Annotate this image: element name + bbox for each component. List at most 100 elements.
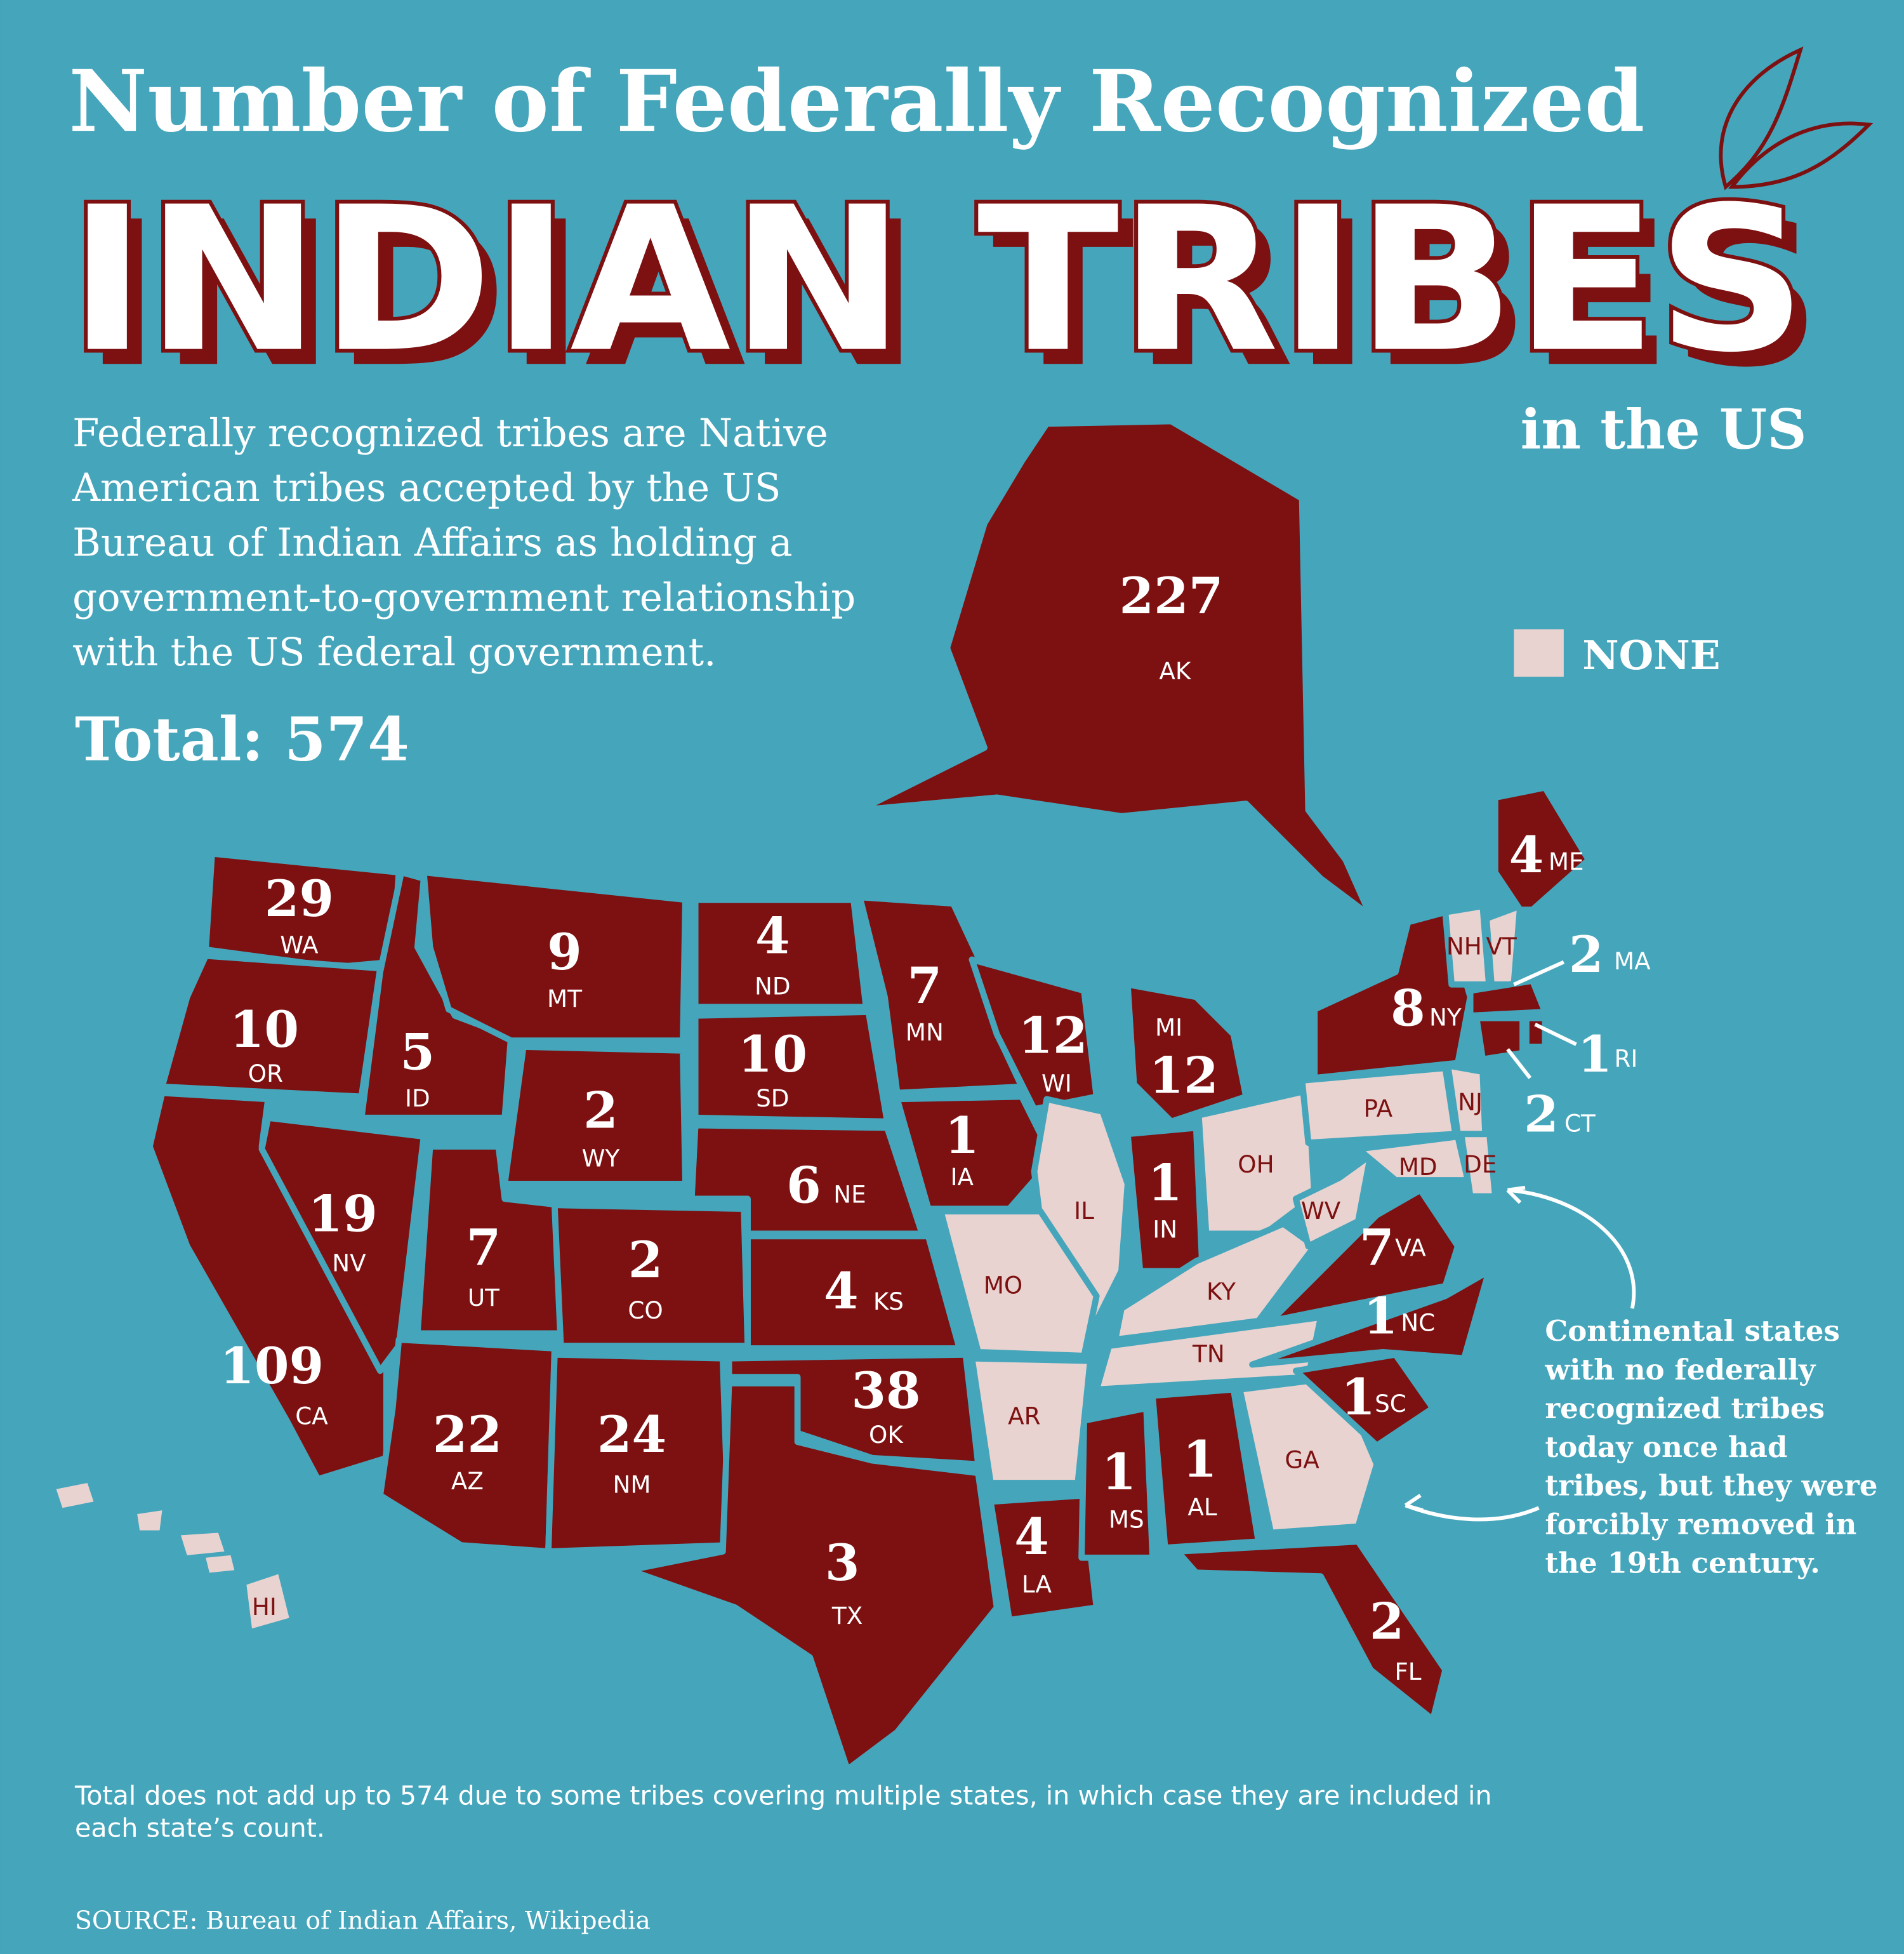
- state-abbr: FL: [1394, 1658, 1421, 1685]
- state: [937, 1208, 1100, 1359]
- subtitle: in the US: [1521, 398, 1807, 462]
- state: [692, 1009, 890, 1125]
- state: [969, 1355, 1094, 1486]
- state: [1292, 1351, 1436, 1449]
- legend-label: NONE: [1582, 632, 1720, 679]
- callout-line: [1534, 1022, 1577, 1046]
- state-count: 10: [738, 1025, 807, 1084]
- state: [1195, 1087, 1318, 1237]
- state: [1124, 981, 1250, 1125]
- state-abbr: MN: [906, 1018, 944, 1046]
- state-count: 7: [1359, 1218, 1394, 1277]
- state-abbr: MD: [1399, 1153, 1438, 1181]
- state-count: 22: [433, 1405, 502, 1464]
- state-abbr: OR: [248, 1060, 283, 1087]
- text-line: today once had: [1545, 1430, 1787, 1464]
- text-line: tribes, but they were: [1545, 1469, 1877, 1503]
- text-line: with the US federal government.: [72, 630, 716, 675]
- state: [1174, 1538, 1449, 1723]
- island: [137, 1510, 162, 1531]
- headline: INDIAN TRIBES: [69, 164, 1806, 397]
- state-abbr: NM: [612, 1471, 651, 1499]
- state-count: 12: [1018, 1006, 1087, 1065]
- state-abbr: RI: [1615, 1044, 1638, 1072]
- state-count: 8: [1391, 979, 1425, 1038]
- state-count: 2: [1524, 1084, 1559, 1143]
- state-abbr: NV: [332, 1249, 366, 1277]
- state-count: 1: [1363, 1286, 1398, 1345]
- state-abbr: UT: [468, 1284, 499, 1312]
- state-abbr: WA: [280, 931, 319, 959]
- state-abbr: SD: [756, 1084, 789, 1112]
- text-line: each state’s count.: [75, 1812, 325, 1843]
- state-abbr: NH: [1446, 933, 1482, 960]
- source: SOURCE: Bureau of Indian Affairs, Wikipe…: [75, 1907, 651, 1936]
- state-abbr: WY: [582, 1144, 620, 1172]
- state: [1249, 1268, 1492, 1368]
- text-line: Bureau of Indian Affairs as holding a: [72, 521, 792, 566]
- state-abbr: OH: [1238, 1150, 1274, 1178]
- state: [987, 1492, 1100, 1623]
- arrow-head: [1506, 1185, 1526, 1204]
- state-count: 10: [230, 1000, 299, 1059]
- state-count: 2: [583, 1081, 618, 1140]
- state-count: 109: [220, 1336, 324, 1395]
- state-count: 12: [1149, 1046, 1218, 1105]
- state-abbr: WI: [1041, 1070, 1072, 1098]
- state-abbr: LA: [1022, 1571, 1052, 1598]
- state-count: 1: [1147, 1153, 1182, 1212]
- state-abbr: AL: [1187, 1493, 1217, 1521]
- state: [1467, 977, 1549, 1019]
- state: [420, 869, 689, 1044]
- state-abbr: AR: [1008, 1402, 1040, 1430]
- state-count: 2: [628, 1230, 663, 1289]
- island: [206, 1555, 235, 1573]
- state-count: 3: [825, 1533, 860, 1592]
- state: [1473, 1014, 1526, 1063]
- state: [1491, 784, 1592, 913]
- state-abbr: MO: [984, 1272, 1023, 1299]
- state: [725, 1351, 982, 1468]
- text-line: American tribes accepted by the US: [72, 466, 781, 510]
- state: [377, 1336, 558, 1555]
- state-abbr: PA: [1364, 1094, 1393, 1122]
- state-abbr: MT: [547, 985, 582, 1013]
- callouts: [1404, 960, 1636, 1522]
- annotation: Continental states with no federally recog…: [1544, 1314, 1877, 1579]
- state-count: 2: [1370, 1592, 1405, 1651]
- state: [692, 896, 869, 1011]
- state-abbr: IA: [950, 1163, 974, 1191]
- state-abbr: OK: [869, 1421, 904, 1449]
- state-count: 1: [1182, 1430, 1217, 1489]
- text-line: Continental states: [1545, 1314, 1840, 1348]
- state: [626, 1380, 1000, 1773]
- state-abbr: WV: [1301, 1197, 1341, 1225]
- state-abbr: NY: [1429, 1004, 1462, 1032]
- state-count: 29: [265, 869, 334, 928]
- state-abbr: ND: [755, 972, 791, 1000]
- state-abbr: SC: [1375, 1390, 1406, 1418]
- state-count: 38: [851, 1361, 920, 1420]
- state-count: 4: [824, 1261, 859, 1320]
- state: [1078, 1405, 1156, 1561]
- feather: [1728, 121, 1874, 189]
- state-count: 19: [308, 1184, 377, 1243]
- state-abbr: DE: [1464, 1150, 1497, 1178]
- state-count: 4: [755, 907, 790, 966]
- state-count: 1: [1578, 1025, 1613, 1084]
- state-abbr: VT: [1486, 933, 1517, 960]
- states: [56, 418, 1592, 1773]
- island: [180, 1532, 225, 1555]
- state: [1267, 1186, 1461, 1324]
- state-abbr: VA: [1395, 1234, 1426, 1262]
- state-abbr: MS: [1109, 1506, 1144, 1534]
- state-abbr: NC: [1401, 1308, 1435, 1336]
- state-abbr: CT: [1564, 1109, 1596, 1137]
- state-count: 9: [547, 922, 582, 981]
- state: [894, 1093, 1056, 1213]
- callout-line: [1506, 1048, 1532, 1079]
- text-line: government-to-government relationship: [72, 576, 856, 620]
- state-abbr: KS: [873, 1287, 904, 1315]
- island: [56, 1482, 94, 1508]
